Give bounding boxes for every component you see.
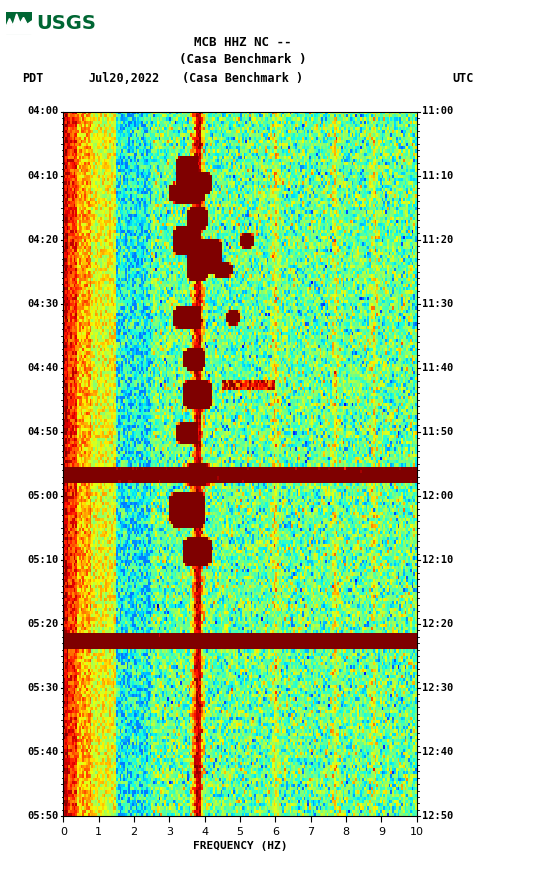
Text: (Casa Benchmark ): (Casa Benchmark ) <box>182 72 304 85</box>
Text: 12:50: 12:50 <box>422 811 453 822</box>
Text: 11:30: 11:30 <box>422 299 453 309</box>
Text: 11:00: 11:00 <box>422 106 453 117</box>
Text: UTC: UTC <box>453 72 474 85</box>
Text: 05:00: 05:00 <box>27 491 58 501</box>
Text: 04:10: 04:10 <box>27 170 58 180</box>
Text: 05:40: 05:40 <box>27 747 58 757</box>
Text: PDT: PDT <box>22 72 44 85</box>
Text: 11:40: 11:40 <box>422 363 453 373</box>
Text: 05:20: 05:20 <box>27 619 58 629</box>
Text: MCB HHZ NC --: MCB HHZ NC -- <box>194 37 291 49</box>
Text: 11:50: 11:50 <box>422 426 453 437</box>
Polygon shape <box>6 14 32 35</box>
Text: 12:20: 12:20 <box>422 619 453 629</box>
Text: 05:30: 05:30 <box>27 683 58 693</box>
Text: 11:20: 11:20 <box>422 235 453 244</box>
Text: 12:10: 12:10 <box>422 555 453 565</box>
Text: 11:10: 11:10 <box>422 170 453 180</box>
Text: 05:50: 05:50 <box>27 811 58 822</box>
Text: 12:00: 12:00 <box>422 491 453 501</box>
Text: 12:40: 12:40 <box>422 747 453 757</box>
Text: 04:50: 04:50 <box>27 426 58 437</box>
Text: Jul20,2022: Jul20,2022 <box>88 72 160 85</box>
Text: (Casa Benchmark ): (Casa Benchmark ) <box>179 54 306 66</box>
X-axis label: FREQUENCY (HZ): FREQUENCY (HZ) <box>193 841 288 851</box>
Text: 04:20: 04:20 <box>27 235 58 244</box>
Text: USGS: USGS <box>36 13 95 33</box>
Text: 04:00: 04:00 <box>27 106 58 117</box>
Text: 12:30: 12:30 <box>422 683 453 693</box>
Text: 04:30: 04:30 <box>27 299 58 309</box>
Text: 04:40: 04:40 <box>27 363 58 373</box>
Text: 05:10: 05:10 <box>27 555 58 565</box>
